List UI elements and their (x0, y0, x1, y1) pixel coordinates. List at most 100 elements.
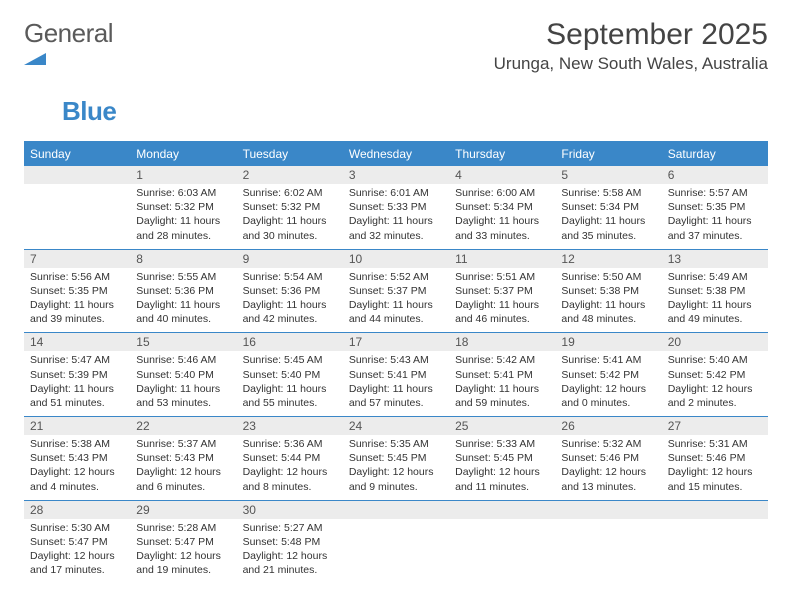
daylight-line: Daylight: 11 hours and 51 minutes. (30, 383, 114, 409)
day-cell: Sunrise: 5:32 AMSunset: 5:46 PMDaylight:… (555, 435, 661, 500)
empty-cell (24, 184, 130, 249)
day-cell: Sunrise: 5:57 AMSunset: 5:35 PMDaylight:… (662, 184, 768, 249)
day-number: 15 (130, 333, 236, 352)
day-number: 21 (24, 417, 130, 436)
sunset-line: Sunset: 5:42 PM (668, 369, 746, 381)
daylight-line: Daylight: 11 hours and 30 minutes. (243, 215, 327, 241)
daylight-line: Daylight: 11 hours and 46 minutes. (455, 299, 539, 325)
daylight-line: Daylight: 12 hours and 2 minutes. (668, 383, 753, 409)
sunset-line: Sunset: 5:33 PM (349, 201, 427, 213)
day-number: 11 (449, 249, 555, 268)
daylight-line: Daylight: 11 hours and 39 minutes. (30, 299, 114, 325)
sunrise-line: Sunrise: 5:46 AM (136, 354, 216, 366)
day-number: 23 (237, 417, 343, 436)
sunrise-line: Sunrise: 5:51 AM (455, 271, 535, 283)
day-number: 29 (130, 500, 236, 519)
day-number: 22 (130, 417, 236, 436)
week-content-row: Sunrise: 6:03 AMSunset: 5:32 PMDaylight:… (24, 184, 768, 249)
week-content-row: Sunrise: 5:47 AMSunset: 5:39 PMDaylight:… (24, 351, 768, 416)
empty-daynum (555, 500, 661, 519)
daylight-line: Daylight: 11 hours and 57 minutes. (349, 383, 433, 409)
sunrise-line: Sunrise: 6:03 AM (136, 187, 216, 199)
sunrise-line: Sunrise: 5:35 AM (349, 438, 429, 450)
sunset-line: Sunset: 5:34 PM (561, 201, 639, 213)
week-daynum-row: 282930 (24, 500, 768, 519)
day-cell: Sunrise: 6:03 AMSunset: 5:32 PMDaylight:… (130, 184, 236, 249)
daylight-line: Daylight: 12 hours and 17 minutes. (30, 550, 115, 576)
weekday-header-wednesday: Wednesday (343, 143, 449, 166)
day-number: 14 (24, 333, 130, 352)
sunset-line: Sunset: 5:47 PM (136, 536, 214, 548)
sunset-line: Sunset: 5:48 PM (243, 536, 321, 548)
day-number: 7 (24, 249, 130, 268)
daylight-line: Daylight: 12 hours and 4 minutes. (30, 466, 115, 492)
day-cell: Sunrise: 5:54 AMSunset: 5:36 PMDaylight:… (237, 268, 343, 333)
empty-daynum (24, 166, 130, 185)
day-number: 5 (555, 166, 661, 185)
sunset-line: Sunset: 5:37 PM (349, 285, 427, 297)
week-daynum-row: 14151617181920 (24, 333, 768, 352)
day-cell: Sunrise: 5:49 AMSunset: 5:38 PMDaylight:… (662, 268, 768, 333)
day-cell: Sunrise: 5:41 AMSunset: 5:42 PMDaylight:… (555, 351, 661, 416)
sunrise-line: Sunrise: 5:55 AM (136, 271, 216, 283)
weekday-header-friday: Friday (555, 143, 661, 166)
day-cell: Sunrise: 6:00 AMSunset: 5:34 PMDaylight:… (449, 184, 555, 249)
daylight-line: Daylight: 11 hours and 44 minutes. (349, 299, 433, 325)
day-number: 6 (662, 166, 768, 185)
day-cell: Sunrise: 5:27 AMSunset: 5:48 PMDaylight:… (237, 519, 343, 584)
daylight-line: Daylight: 12 hours and 15 minutes. (668, 466, 753, 492)
sunset-line: Sunset: 5:36 PM (243, 285, 321, 297)
daylight-line: Daylight: 12 hours and 9 minutes. (349, 466, 434, 492)
day-cell: Sunrise: 5:35 AMSunset: 5:45 PMDaylight:… (343, 435, 449, 500)
sunset-line: Sunset: 5:46 PM (668, 452, 746, 464)
sunrise-line: Sunrise: 6:01 AM (349, 187, 429, 199)
day-number: 16 (237, 333, 343, 352)
sunrise-line: Sunrise: 5:49 AM (668, 271, 748, 283)
day-number: 10 (343, 249, 449, 268)
sunrise-line: Sunrise: 5:33 AM (455, 438, 535, 450)
daylight-line: Daylight: 12 hours and 8 minutes. (243, 466, 328, 492)
day-cell: Sunrise: 5:30 AMSunset: 5:47 PMDaylight:… (24, 519, 130, 584)
day-number: 8 (130, 249, 236, 268)
weekday-header-saturday: Saturday (662, 143, 768, 166)
sunset-line: Sunset: 5:40 PM (136, 369, 214, 381)
day-number: 3 (343, 166, 449, 185)
day-cell: Sunrise: 5:38 AMSunset: 5:43 PMDaylight:… (24, 435, 130, 500)
empty-cell (555, 519, 661, 584)
day-cell: Sunrise: 5:47 AMSunset: 5:39 PMDaylight:… (24, 351, 130, 416)
day-number: 18 (449, 333, 555, 352)
day-cell: Sunrise: 5:42 AMSunset: 5:41 PMDaylight:… (449, 351, 555, 416)
logo-text: General Blue (24, 18, 116, 127)
day-cell: Sunrise: 5:36 AMSunset: 5:44 PMDaylight:… (237, 435, 343, 500)
day-number: 19 (555, 333, 661, 352)
daylight-line: Daylight: 11 hours and 40 minutes. (136, 299, 220, 325)
weekday-header-sunday: Sunday (24, 143, 130, 166)
sunrise-line: Sunrise: 5:47 AM (30, 354, 110, 366)
weekday-header-thursday: Thursday (449, 143, 555, 166)
header: General Blue September 2025 Urunga, New … (24, 18, 768, 127)
day-cell: Sunrise: 5:51 AMSunset: 5:37 PMDaylight:… (449, 268, 555, 333)
day-cell: Sunrise: 5:52 AMSunset: 5:37 PMDaylight:… (343, 268, 449, 333)
sunrise-line: Sunrise: 5:41 AM (561, 354, 641, 366)
day-cell: Sunrise: 5:58 AMSunset: 5:34 PMDaylight:… (555, 184, 661, 249)
day-number: 17 (343, 333, 449, 352)
day-cell: Sunrise: 5:37 AMSunset: 5:43 PMDaylight:… (130, 435, 236, 500)
day-cell: Sunrise: 5:28 AMSunset: 5:47 PMDaylight:… (130, 519, 236, 584)
sunrise-line: Sunrise: 5:50 AM (561, 271, 641, 283)
sunset-line: Sunset: 5:40 PM (243, 369, 321, 381)
daylight-line: Daylight: 11 hours and 33 minutes. (455, 215, 539, 241)
sunset-line: Sunset: 5:34 PM (455, 201, 533, 213)
sunrise-line: Sunrise: 5:37 AM (136, 438, 216, 450)
sunrise-line: Sunrise: 5:58 AM (561, 187, 641, 199)
sunset-line: Sunset: 5:35 PM (30, 285, 108, 297)
day-cell: Sunrise: 6:02 AMSunset: 5:32 PMDaylight:… (237, 184, 343, 249)
week-daynum-row: 123456 (24, 166, 768, 185)
daylight-line: Daylight: 11 hours and 32 minutes. (349, 215, 433, 241)
sunrise-line: Sunrise: 5:45 AM (243, 354, 323, 366)
week-daynum-row: 21222324252627 (24, 417, 768, 436)
day-cell: Sunrise: 5:40 AMSunset: 5:42 PMDaylight:… (662, 351, 768, 416)
sunrise-line: Sunrise: 5:43 AM (349, 354, 429, 366)
sunset-line: Sunset: 5:38 PM (668, 285, 746, 297)
sunset-line: Sunset: 5:41 PM (455, 369, 533, 381)
daylight-line: Daylight: 12 hours and 11 minutes. (455, 466, 540, 492)
